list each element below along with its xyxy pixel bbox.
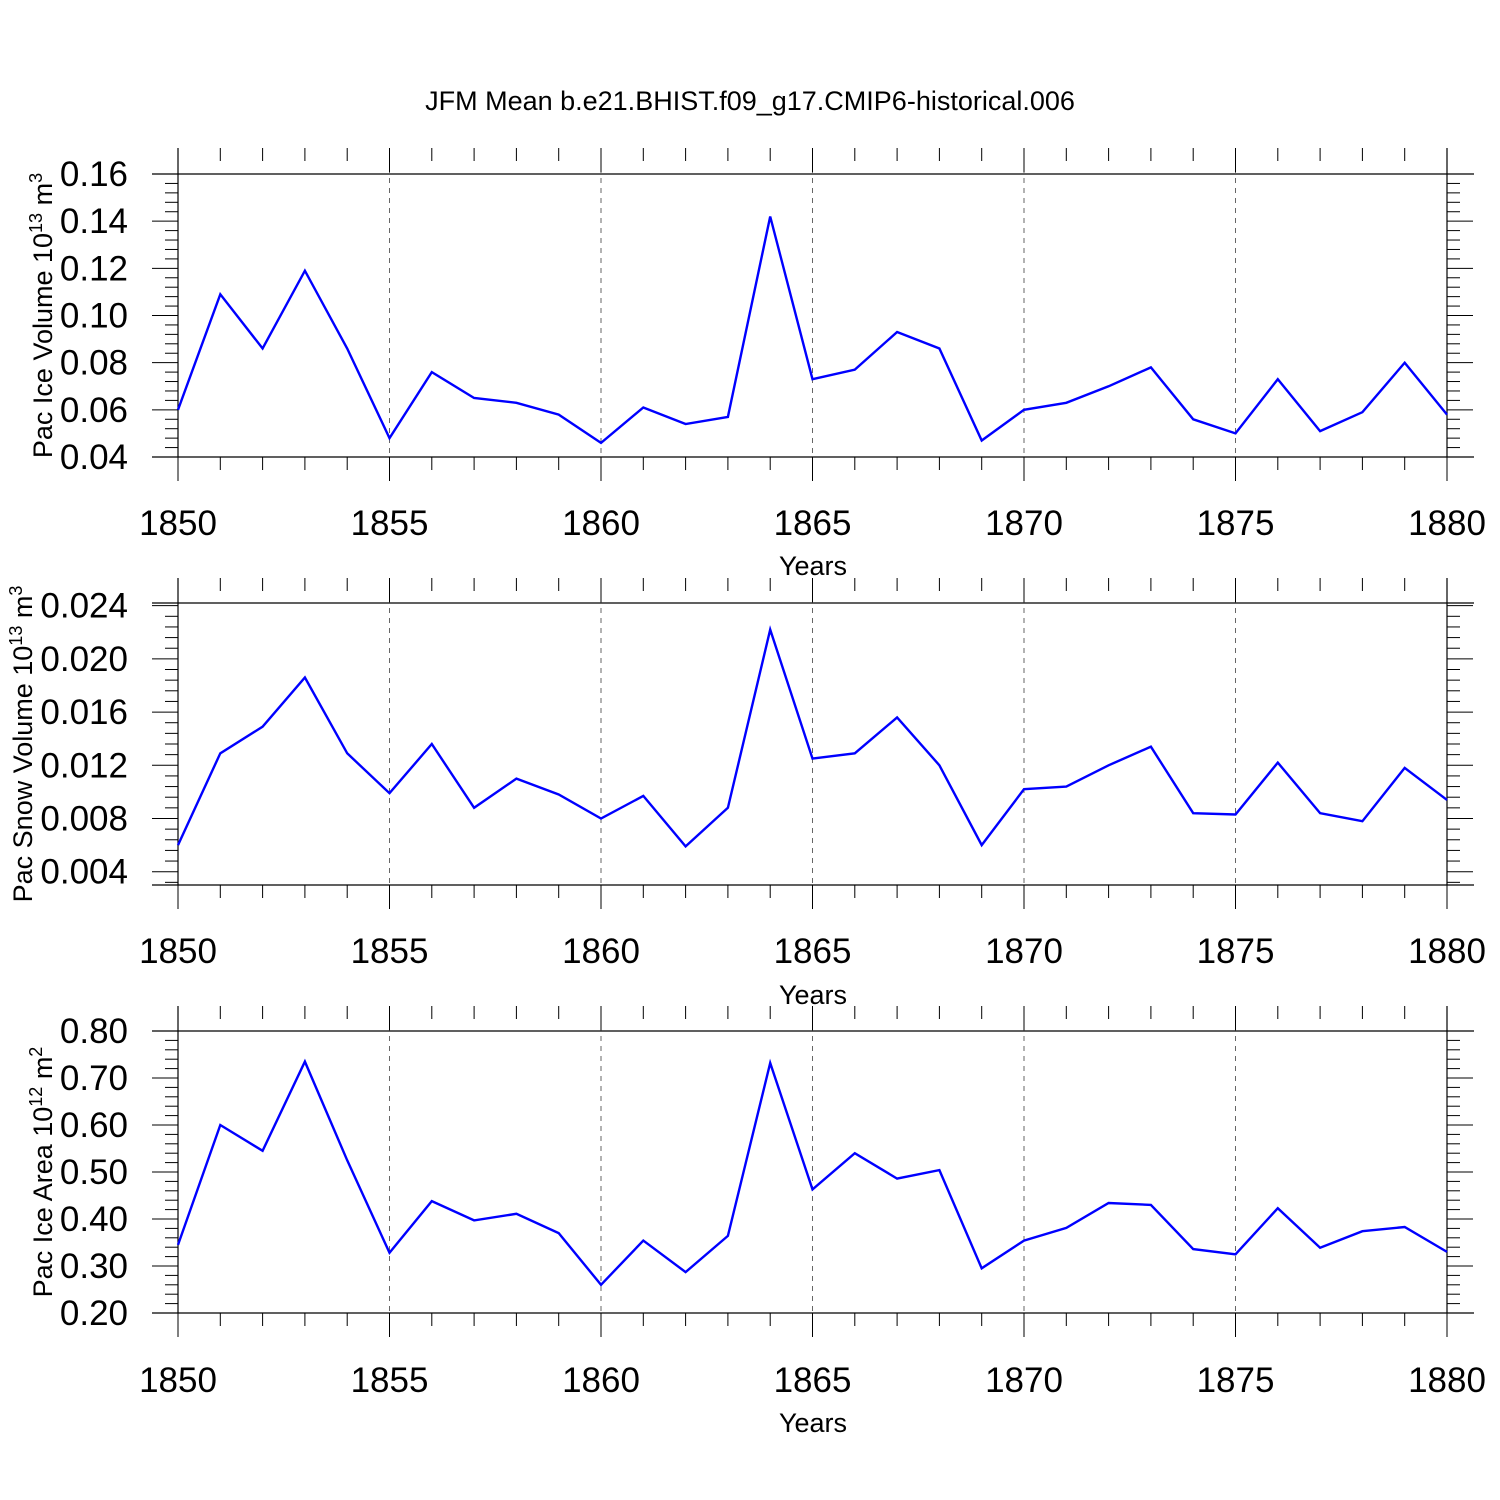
panel-3: 1850 1855 1860 1865 1870 1875 1880 0.20 0.30 0.40… xyxy=(26,1006,1486,1438)
y-axis-title: Pac Ice Area 1012 m2 xyxy=(26,1047,58,1298)
y-axis-title: Pac Snow Volume 1013 m3 xyxy=(6,586,38,903)
y-tick-label: 0.60 xyxy=(60,1106,128,1145)
x-tick-label: 1860 xyxy=(562,1361,640,1400)
x-tick-label: 1870 xyxy=(985,1361,1063,1400)
y-tick-label: 0.10 xyxy=(60,297,128,336)
y-tick-label: 0.80 xyxy=(60,1012,128,1051)
series-line xyxy=(176,1058,1448,1287)
x-tick-label: 1855 xyxy=(351,504,429,543)
x-axis-title: Years xyxy=(779,1408,847,1438)
y-tick-label: 0.04 xyxy=(60,438,128,477)
y-tick-label: 0.024 xyxy=(40,587,128,626)
y-tick-label: 0.008 xyxy=(40,799,128,838)
y-axis-title-unit: m xyxy=(28,1057,58,1087)
y-axis-title-exponent: 13 xyxy=(26,213,46,233)
y-tick-label: 0.08 xyxy=(60,344,128,383)
main-title: JFM Mean b.e21.BHIST.f09_g17.CMIP6-histo… xyxy=(425,86,1075,116)
y-axis-title-exponent: 12 xyxy=(26,1087,46,1107)
x-tick-label: 1865 xyxy=(774,1361,852,1400)
x-tick-label: 1855 xyxy=(351,1361,429,1400)
x-tick-label: 1870 xyxy=(985,932,1063,971)
y-axis-title-unit-exponent: 3 xyxy=(6,586,26,596)
x-tick-label: 1865 xyxy=(774,932,852,971)
x-tick-label: 1875 xyxy=(1197,504,1275,543)
panel-1: 1850 1855 1860 1865 1870 1875 1880 0.04 0.06 0.08… xyxy=(26,148,1486,581)
y-tick-label: 0.14 xyxy=(60,202,128,241)
y-tick-label: 0.020 xyxy=(40,640,128,679)
y-tick-label: 0.004 xyxy=(40,853,128,892)
y-tick-label: 0.50 xyxy=(60,1153,128,1192)
y-axis-title-unit-exponent: 3 xyxy=(26,173,46,183)
x-tick-label: 1880 xyxy=(1408,932,1486,971)
y-tick-label: 0.16 xyxy=(60,155,128,194)
x-axis-title: Years xyxy=(779,551,847,581)
x-tick-label: 1865 xyxy=(774,504,852,543)
panel-2: 1850 1855 1860 1865 1870 1875 1880 0.004 0.008 0.… xyxy=(6,578,1486,1010)
y-tick-label: 0.06 xyxy=(60,391,128,430)
y-axis-title-unit: m xyxy=(28,183,58,213)
y-axis-title-exponent: 13 xyxy=(6,626,26,646)
y-axis-title-unit-exponent: 2 xyxy=(26,1047,46,1057)
x-tick-label: 1875 xyxy=(1197,932,1275,971)
y-axis-title-text: Pac Ice Volume 10 xyxy=(28,233,58,458)
x-tick-label: 1855 xyxy=(351,932,429,971)
y-tick-label: 0.012 xyxy=(40,746,128,785)
y-tick-label: 0.12 xyxy=(60,249,128,288)
y-tick-label: 0.40 xyxy=(60,1200,128,1239)
y-tick-label: 0.70 xyxy=(60,1059,128,1098)
y-axis-title-text: Pac Ice Area 10 xyxy=(28,1107,58,1298)
x-tick-label: 1850 xyxy=(139,504,217,543)
x-tick-label: 1870 xyxy=(985,504,1063,543)
x-tick-label: 1860 xyxy=(562,504,640,543)
y-tick-label: 0.30 xyxy=(60,1247,128,1286)
x-axis-title: Years xyxy=(779,980,847,1010)
x-tick-label: 1850 xyxy=(139,932,217,971)
x-tick-label: 1860 xyxy=(562,932,640,971)
y-tick-label: 0.20 xyxy=(60,1294,128,1333)
series-line xyxy=(176,216,1448,445)
x-tick-label: 1875 xyxy=(1197,1361,1275,1400)
y-tick-label: 0.016 xyxy=(40,693,128,732)
y-axis-title-text: Pac Snow Volume 10 xyxy=(8,646,38,903)
x-tick-label: 1880 xyxy=(1408,504,1486,543)
y-axis-title-unit: m xyxy=(8,596,38,626)
y-axis-title: Pac Ice Volume 1013 m3 xyxy=(26,173,58,458)
x-tick-label: 1880 xyxy=(1408,1361,1486,1400)
x-tick-label: 1850 xyxy=(139,1361,217,1400)
